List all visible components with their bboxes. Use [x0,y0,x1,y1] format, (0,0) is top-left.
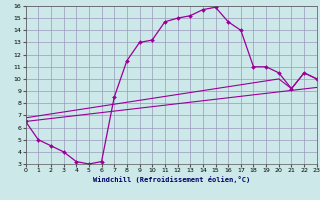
X-axis label: Windchill (Refroidissement éolien,°C): Windchill (Refroidissement éolien,°C) [92,176,250,183]
